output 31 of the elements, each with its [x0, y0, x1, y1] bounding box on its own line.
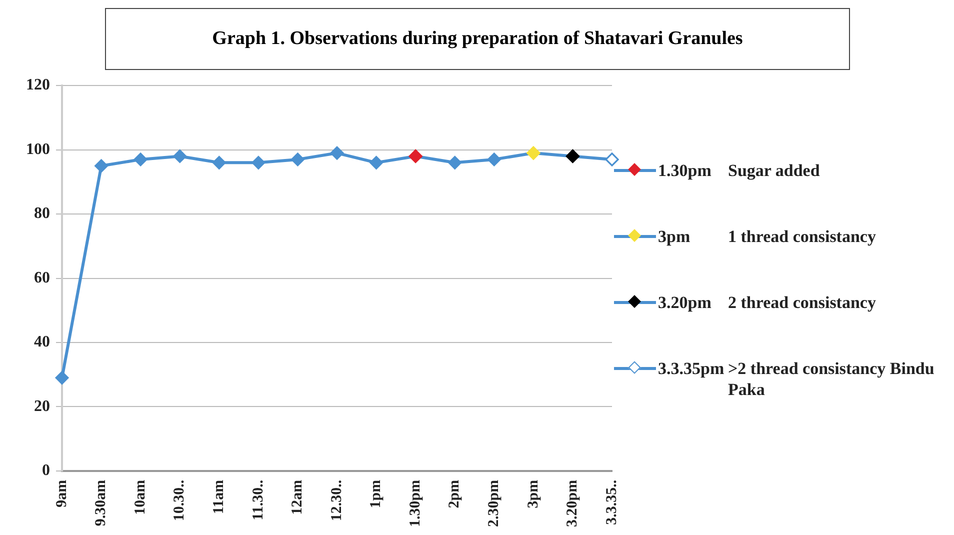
x-tick-label: 10.30..	[172, 480, 188, 522]
y-tick-label: 100	[26, 140, 50, 158]
text: 2 thread consistancy	[728, 292, 876, 313]
text: Sugar added	[728, 160, 820, 181]
text: 1 thread consistancy	[728, 226, 876, 247]
chart-title: Graph 1. Observations during preparation of Shatavari Granules	[105, 8, 850, 70]
x-tick-label: 3pm	[525, 479, 542, 508]
x-tick-label: 1pm	[368, 479, 384, 508]
x-tick-label: 11am	[211, 479, 228, 514]
x-tick-label: 2.30pm	[486, 479, 502, 528]
x-tick-label: 12am	[290, 479, 306, 515]
legend-label: 1.30pm	[658, 160, 712, 181]
y-tick-label: 20	[34, 398, 50, 415]
x-tick-label: 3.20pm	[564, 479, 581, 528]
y-tick-label: 80	[34, 205, 50, 222]
x-tick-label: 12.30..	[328, 480, 345, 522]
x-tick-label: 3.3.35..	[604, 480, 620, 525]
x-tick-label: 9am	[54, 479, 70, 508]
y-tick-label: 40	[34, 334, 50, 351]
x-tick-label: 9.30am	[93, 479, 110, 526]
y-tick-label: 120	[26, 76, 50, 94]
x-tick-label: 2pm	[446, 479, 463, 508]
legend-label: 3.20pm	[658, 292, 712, 313]
x-tick-label: 1.30pm	[407, 479, 424, 528]
x-tick-label: 11.30..	[250, 480, 266, 520]
x-tick-label: 10am	[132, 479, 148, 515]
y-tick-label: 60	[34, 269, 50, 286]
text: >2 thread consistancy Bindu Paka	[728, 358, 936, 400]
legend-label: 3pm	[658, 226, 692, 247]
legend-label: 3.3.35pm	[658, 358, 726, 379]
y-tick-label: 0	[42, 462, 50, 480]
